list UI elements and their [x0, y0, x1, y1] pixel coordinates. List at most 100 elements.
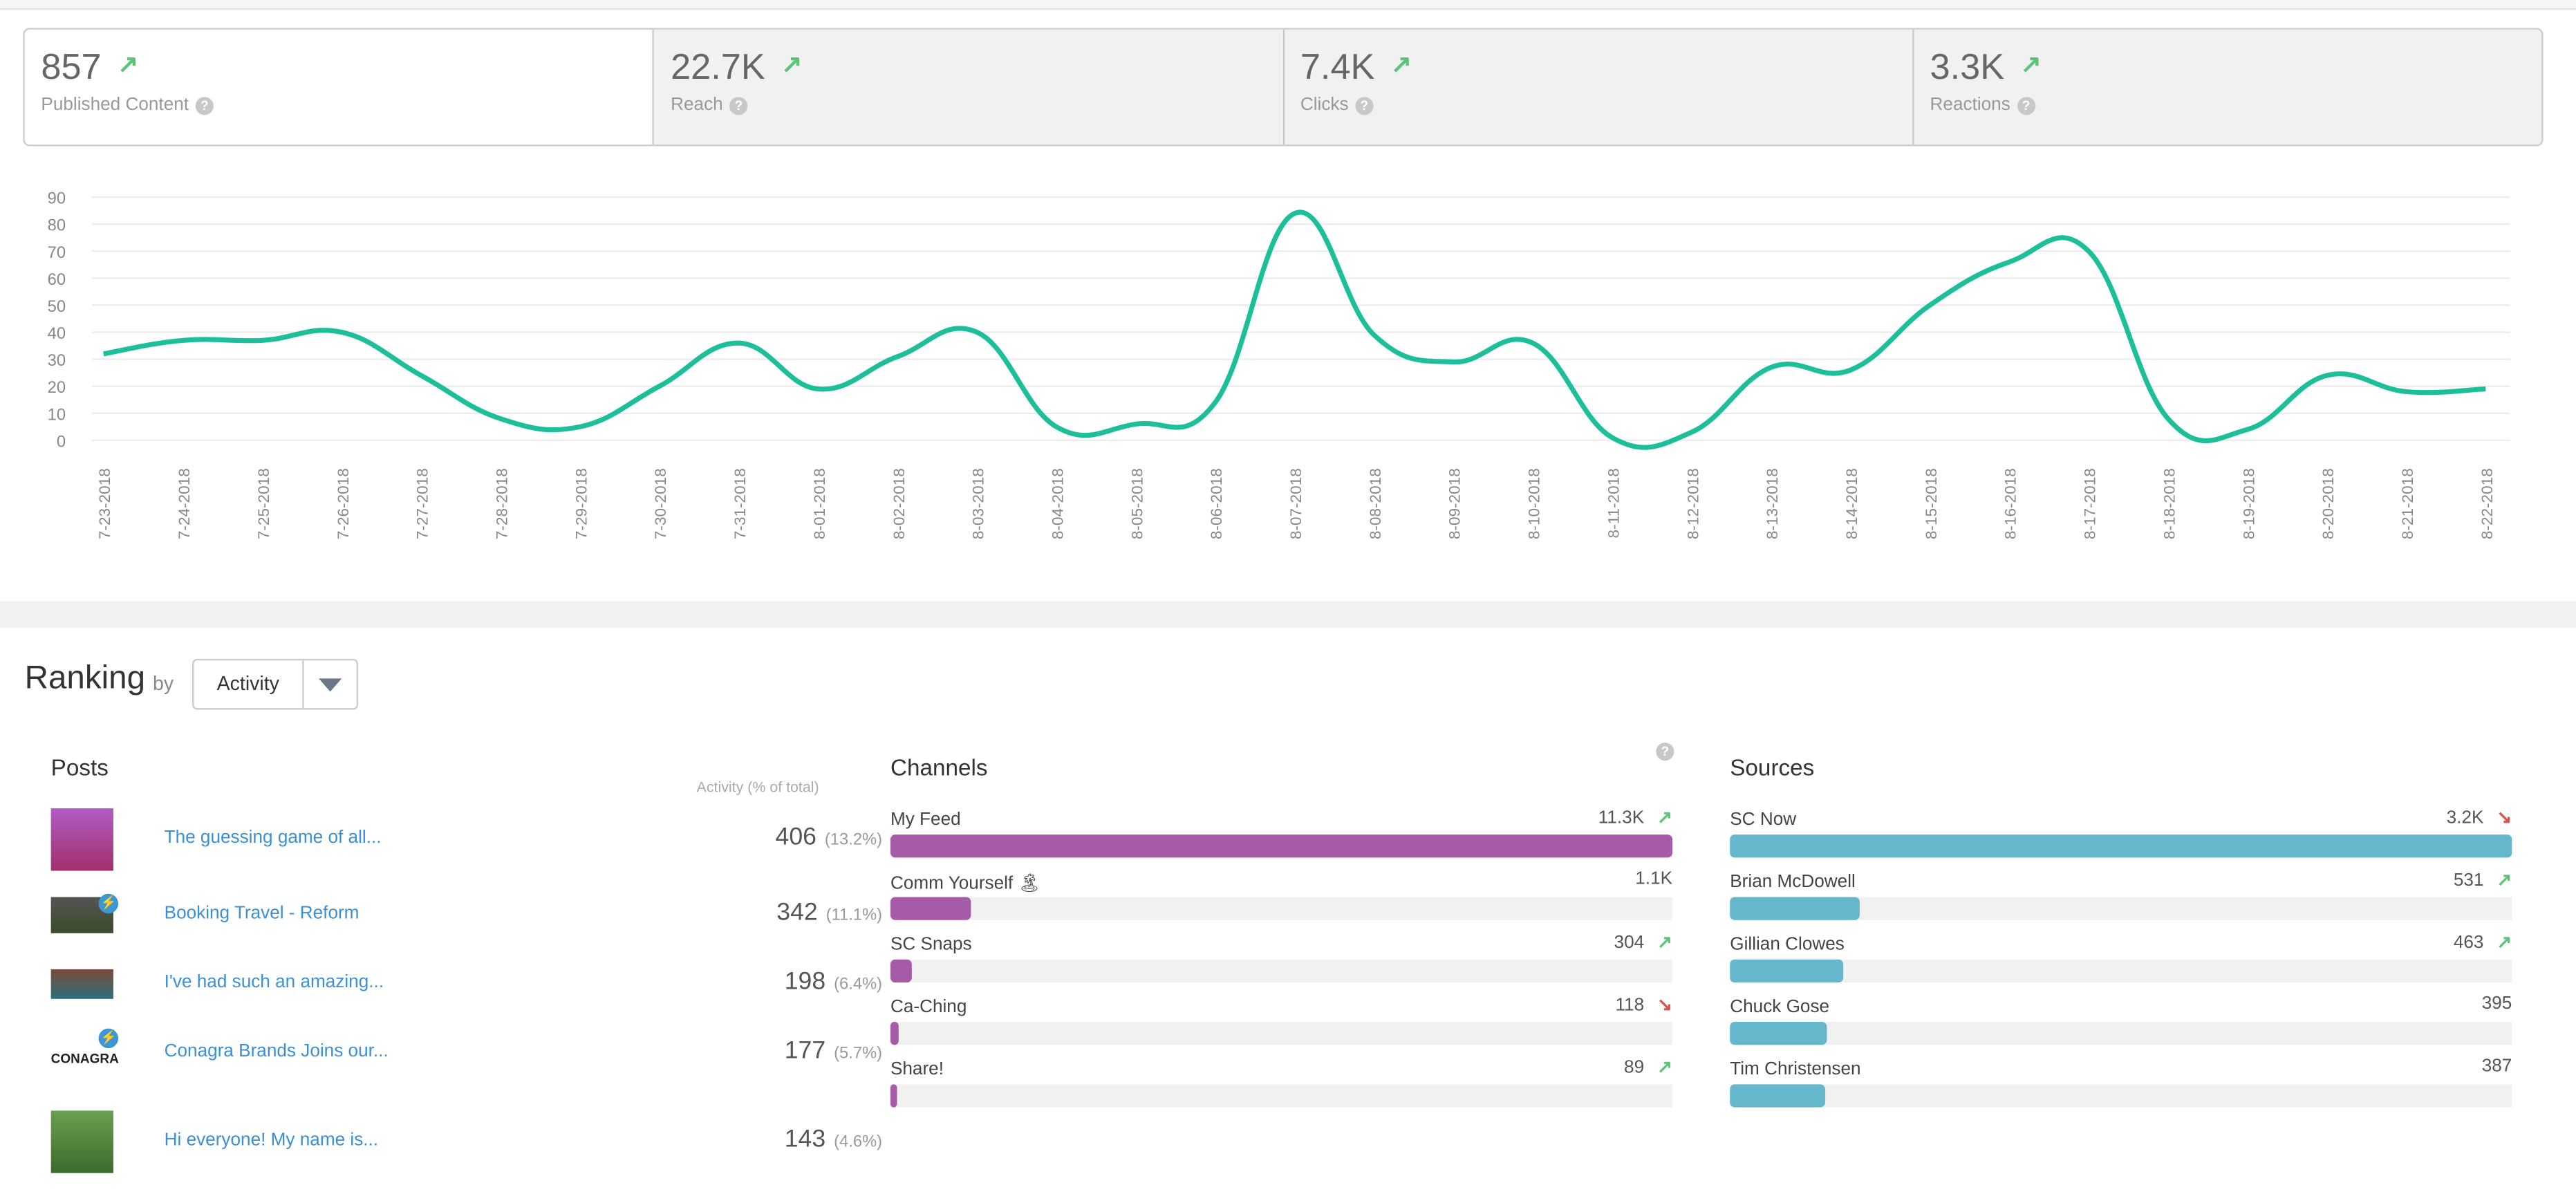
- x-tick-label: 8-10-2018: [1526, 468, 1543, 539]
- post-row[interactable]: I've had such an amazing... 198 (6.4%): [50, 968, 1990, 1035]
- x-tick-label: 8-16-2018: [2002, 468, 2019, 539]
- post-thumbnail[interactable]: [50, 808, 113, 871]
- y-tick-label: 90: [48, 189, 66, 208]
- help-icon[interactable]: ?: [195, 97, 214, 115]
- source-row[interactable]: Chuck Gose 395: [1730, 994, 2512, 1059]
- channel-row[interactable]: Comm Yourself 🏝 1.1K: [890, 869, 1673, 935]
- post-thumbnail[interactable]: CONAGRA: [50, 1032, 119, 1075]
- post-thumbnail[interactable]: [50, 969, 113, 999]
- post-activity-value: 342: [776, 898, 818, 927]
- x-tick-label: 8-21-2018: [2399, 468, 2416, 539]
- x-tick-label: 7-25-2018: [255, 468, 272, 539]
- post-activity-percent: (6.4%): [834, 976, 883, 994]
- bar-track: [1730, 897, 2512, 920]
- post-title-link[interactable]: The guessing game of all...: [164, 828, 382, 848]
- channels-heading: Channels: [890, 754, 988, 781]
- help-icon[interactable]: ?: [1656, 743, 1674, 761]
- row-value: 89: [1624, 1058, 1645, 1078]
- top-strip: [0, 0, 2576, 10]
- x-tick-label: 8-12-2018: [1684, 468, 1701, 539]
- post-activity-percent: (11.1%): [825, 906, 883, 925]
- trend-up-icon: ↗: [1657, 808, 1673, 828]
- source-row[interactable]: SC Now 3.2K ↘: [1730, 808, 2512, 873]
- channel-row[interactable]: My Feed 11.3K ↗: [890, 808, 1673, 873]
- post-activity-percent: (13.2%): [824, 831, 883, 850]
- trend-up-icon: ↗: [1657, 1058, 1673, 1078]
- post-title-link[interactable]: Hi everyone! My name is...: [164, 1130, 379, 1150]
- x-tick-label: 7-27-2018: [414, 468, 431, 539]
- x-tick-label: 8-09-2018: [1446, 468, 1464, 539]
- post-title-link[interactable]: Booking Travel - Reform: [164, 903, 360, 924]
- bar-track: [890, 1084, 1673, 1108]
- post-activity-percent: (4.6%): [834, 1133, 883, 1152]
- lightning-badge-icon: ⚡: [98, 1028, 119, 1049]
- post-activity-value: 406: [775, 823, 816, 851]
- bar-track: [890, 1022, 1673, 1045]
- stat-reach[interactable]: 22.7K ↗ Reach ?: [652, 29, 1282, 145]
- stat-published-content[interactable]: 857 ↗ Published Content ?: [24, 29, 653, 145]
- stat-clicks[interactable]: 7.4K ↗ Clicks ?: [1282, 29, 1912, 145]
- row-name: Brian McDowell: [1730, 872, 1856, 893]
- x-tick-label: 8-18-2018: [2160, 468, 2178, 539]
- channel-row[interactable]: Ca-Ching 118 ↘: [890, 996, 1673, 1059]
- bar-track: [890, 897, 1673, 920]
- row-name: Gillian Clowes: [1730, 935, 1845, 955]
- post-row[interactable]: ⚡ Booking Travel - Reform 342 (11.1%): [50, 893, 1990, 962]
- post-title-link[interactable]: I've had such an amazing...: [164, 972, 384, 993]
- post-title-link[interactable]: Conagra Brands Joins our...: [164, 1041, 389, 1062]
- source-row[interactable]: Gillian Clowes 463 ↗: [1730, 933, 2512, 997]
- section-divider: [0, 601, 2576, 628]
- channel-row[interactable]: SC Snaps 304 ↗: [890, 933, 1673, 997]
- x-tick-label: 7-28-2018: [493, 468, 510, 539]
- post-row[interactable]: Hi everyone! My name is... 143 (4.6%): [50, 1110, 1990, 1176]
- help-icon[interactable]: ?: [2017, 97, 2035, 115]
- row-value: 531: [2453, 870, 2484, 890]
- x-tick-label: 7-24-2018: [176, 468, 193, 539]
- x-tick-label: 8-06-2018: [1208, 468, 1225, 539]
- bar-track: [890, 959, 1673, 983]
- stat-reactions[interactable]: 3.3K ↗ Reactions ?: [1912, 29, 2542, 145]
- ranking-dropdown[interactable]: Activity: [192, 658, 359, 710]
- bar-track: [1730, 959, 2512, 983]
- ranking-by-label: by: [152, 671, 174, 696]
- x-tick-label: 8-07-2018: [1287, 468, 1305, 539]
- bar-fill: [890, 959, 912, 983]
- trend-up-icon: ↗: [1391, 50, 1412, 80]
- post-activity-value: 143: [784, 1125, 826, 1154]
- x-tick-label: 7-30-2018: [652, 468, 669, 539]
- channel-row[interactable]: Share! 89 ↗: [890, 1058, 1673, 1122]
- row-value: 387: [2481, 1056, 2512, 1076]
- stat-value: 22.7K: [671, 46, 765, 87]
- ranking-title: Ranking: [24, 660, 146, 697]
- bar-track: [890, 834, 1673, 858]
- row-value: 1.1K: [1635, 869, 1673, 889]
- y-tick-label: 50: [48, 297, 66, 316]
- y-tick-label: 60: [48, 270, 66, 289]
- row-value: 304: [1614, 933, 1645, 953]
- x-tick-label: 8-05-2018: [1128, 468, 1146, 539]
- help-icon[interactable]: ?: [729, 97, 748, 115]
- row-name: Chuck Gose: [1730, 997, 1830, 1017]
- source-row[interactable]: Tim Christensen 387: [1730, 1056, 2512, 1122]
- row-value: 3.2K: [2446, 808, 2484, 828]
- dropdown-toggle[interactable]: [304, 660, 357, 708]
- bar-fill: [1730, 834, 2512, 858]
- stat-label: Published Content: [41, 95, 189, 115]
- y-tick-label: 10: [48, 405, 66, 424]
- row-name: Ca-Ching: [890, 997, 967, 1017]
- stat-label: Clicks: [1300, 95, 1349, 115]
- post-thumbnail[interactable]: [50, 1110, 113, 1173]
- x-tick-label: 7-26-2018: [335, 468, 352, 539]
- x-tick-label: 8-04-2018: [1049, 468, 1066, 539]
- y-tick-label: 20: [48, 378, 66, 397]
- help-icon[interactable]: ?: [1355, 97, 1374, 115]
- trend-up-icon: ↗: [118, 50, 139, 80]
- post-row[interactable]: CONAGRA ⚡ Conagra Brands Joins our... 177 (5…: [50, 1028, 1990, 1097]
- posts-column-header: Activity (% of total): [696, 778, 819, 796]
- source-row[interactable]: Brian McDowell 531 ↗: [1730, 870, 2512, 935]
- post-row[interactable]: The guessing game of all... 406 (13.2%): [50, 808, 1990, 874]
- row-name: My Feed: [890, 810, 961, 830]
- bar-fill: [890, 897, 971, 920]
- x-tick-label: 8-03-2018: [970, 468, 987, 539]
